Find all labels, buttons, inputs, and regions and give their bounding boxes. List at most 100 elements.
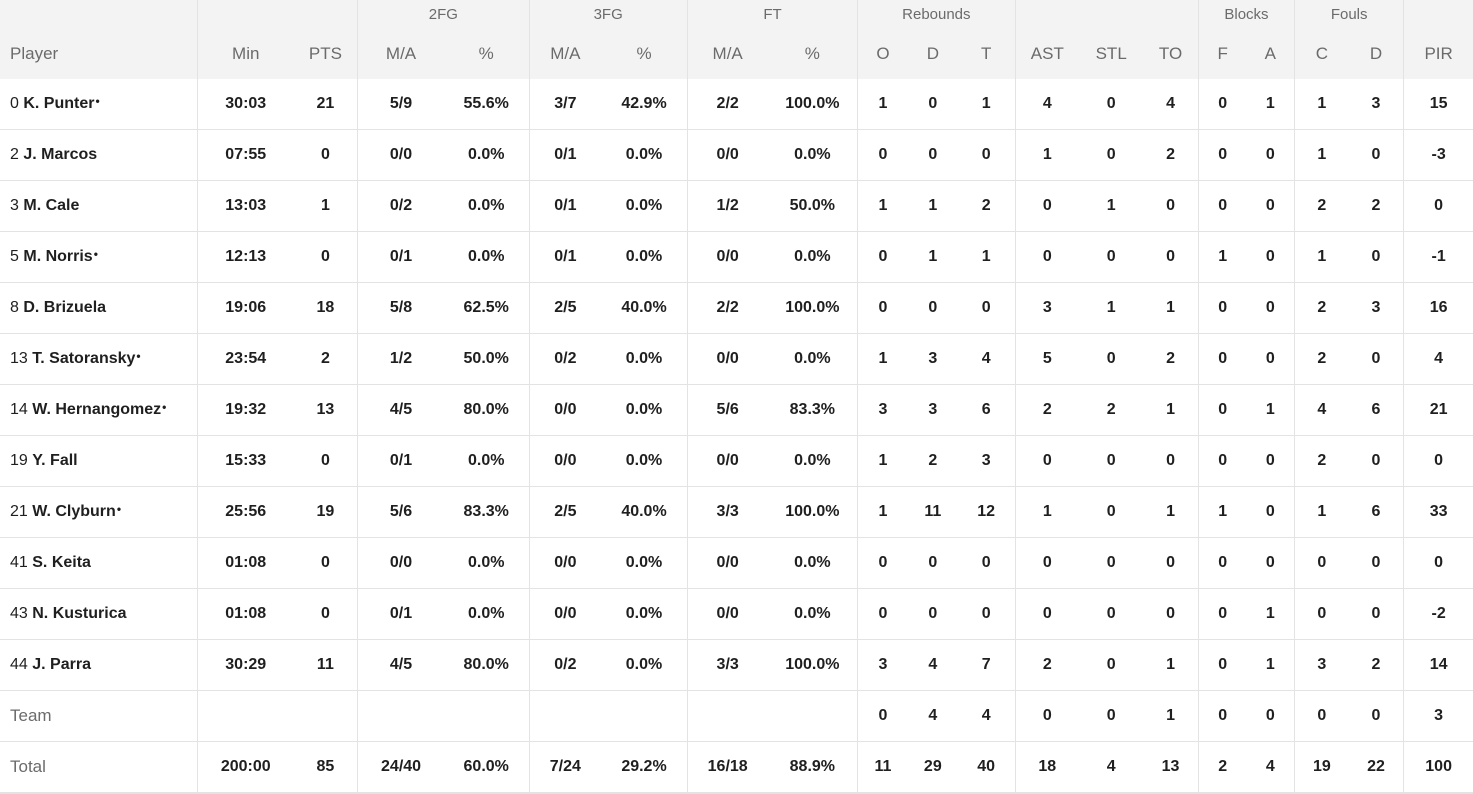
- group-spacer-pir: [1403, 0, 1473, 29]
- stat-blk-f: 0: [1197, 79, 1247, 130]
- player-name[interactable]: J. Marcos: [23, 146, 98, 163]
- stat-3fg-ma: 0/0: [528, 435, 602, 487]
- player-name[interactable]: W. Hernangomez: [32, 401, 162, 418]
- stat-ft-ma: 16/18: [686, 741, 768, 794]
- player-name[interactable]: Y. Fall: [32, 452, 78, 469]
- stat-ft-ma: 5/6: [686, 384, 768, 436]
- stat-reb-t: 0: [957, 537, 1015, 589]
- stat-blk-a: 1: [1246, 588, 1295, 640]
- stat-ast: 0: [1014, 180, 1080, 232]
- stat-3fg-ma: 2/5: [528, 282, 602, 334]
- stat-pts: 0: [293, 537, 358, 589]
- col-header-pts[interactable]: PTS: [293, 29, 358, 79]
- player-number: 44: [10, 656, 28, 673]
- total-label: Total: [0, 741, 198, 794]
- col-header-2fg-pct[interactable]: %: [443, 29, 530, 79]
- col-header-ft-ma[interactable]: M/A: [686, 29, 768, 79]
- player-cell[interactable]: 21 W. Clyburn•: [0, 486, 198, 538]
- col-header-3fg-ma[interactable]: M/A: [528, 29, 602, 79]
- stat-pts: 18: [293, 282, 358, 334]
- col-header-pir[interactable]: PIR: [1403, 29, 1473, 79]
- stat-2fg-ma: 24/40: [357, 741, 444, 794]
- starter-marker-icon: •: [116, 502, 122, 516]
- col-header-2fg-ma[interactable]: M/A: [357, 29, 444, 79]
- player-name[interactable]: D. Brizuela: [23, 299, 107, 316]
- stat-2fg-pct: 0.0%: [443, 129, 530, 181]
- col-header-stl[interactable]: STL: [1079, 29, 1144, 79]
- stat-reb-d: 0: [907, 537, 958, 589]
- table-row: 41 S. Keita 01:08 0 0/0 0.0% 0/0 0.0% 0/0 0.0% 0 0…: [0, 537, 1473, 589]
- player-cell[interactable]: 0 K. Punter•: [0, 79, 198, 130]
- stat-3fg-pct: 0.0%: [601, 435, 688, 487]
- stat-ft-pct: 0.0%: [767, 333, 858, 385]
- player-name[interactable]: M. Norris: [23, 248, 93, 265]
- stat-reb-o: 0: [857, 537, 908, 589]
- stat-ft-ma: [686, 690, 768, 742]
- player-cell[interactable]: 3 M. Cale: [0, 180, 198, 232]
- player-name[interactable]: N. Kusturica: [32, 605, 127, 622]
- player-cell[interactable]: 44 J. Parra: [0, 639, 198, 691]
- player-name[interactable]: K. Punter: [23, 95, 95, 112]
- stat-reb-d: 0: [907, 79, 958, 130]
- player-number: 13: [10, 350, 28, 367]
- stat-blk-a: 1: [1246, 384, 1295, 436]
- stat-reb-o: 3: [857, 639, 908, 691]
- stat-reb-d: 3: [907, 333, 958, 385]
- player-cell[interactable]: 8 D. Brizuela: [0, 282, 198, 334]
- player-number: 8: [10, 299, 19, 316]
- table-row: 14 W. Hernangomez• 19:32 13 4/5 80.0% 0/0 0.0%…: [0, 384, 1473, 436]
- col-header-foul-d[interactable]: D: [1348, 29, 1404, 79]
- stat-foul-c: 2: [1294, 180, 1349, 232]
- player-name[interactable]: S. Keita: [32, 554, 91, 571]
- stat-to: 2: [1143, 333, 1199, 385]
- stat-blk-a: 0: [1246, 180, 1295, 232]
- table-row: 2 J. Marcos 07:55 0 0/0 0.0% 0/1 0.0% 0/0 0.0% 0 0…: [0, 129, 1473, 181]
- stat-min: 13:03: [196, 180, 294, 232]
- player-name[interactable]: W. Clyburn: [32, 503, 116, 520]
- stat-foul-c: 1: [1294, 129, 1349, 181]
- col-header-player[interactable]: Player: [0, 29, 198, 79]
- stat-2fg-pct: 62.5%: [443, 282, 530, 334]
- player-cell[interactable]: 2 J. Marcos: [0, 129, 198, 181]
- col-header-blk-f[interactable]: F: [1197, 29, 1247, 79]
- player-cell[interactable]: 14 W. Hernangomez•: [0, 384, 198, 436]
- stat-ft-pct: 50.0%: [767, 180, 858, 232]
- player-cell[interactable]: 19 Y. Fall: [0, 435, 198, 487]
- col-header-ast[interactable]: AST: [1014, 29, 1080, 79]
- col-header-ft-pct[interactable]: %: [767, 29, 858, 79]
- stat-2fg-pct: 60.0%: [443, 741, 530, 794]
- table-row: 19 Y. Fall 15:33 0 0/1 0.0% 0/0 0.0% 0/0 0.0% 1 2 3…: [0, 435, 1473, 487]
- stat-ast: 1: [1014, 486, 1080, 538]
- col-header-min[interactable]: Min: [196, 29, 294, 79]
- col-header-reb-o[interactable]: O: [857, 29, 908, 79]
- stat-pir: 15: [1403, 79, 1473, 130]
- table-body: 0 K. Punter• 30:03 21 5/9 55.6% 3/7 42.9% 2/2 10…: [0, 79, 1473, 794]
- stat-blk-a: 0: [1246, 537, 1295, 589]
- col-header-reb-d[interactable]: D: [907, 29, 958, 79]
- player-cell[interactable]: 41 S. Keita: [0, 537, 198, 589]
- stat-2fg-ma: 0/1: [357, 231, 444, 283]
- stat-blk-a: 0: [1246, 435, 1295, 487]
- stat-reb-o: 0: [857, 231, 908, 283]
- col-header-3fg-pct[interactable]: %: [601, 29, 688, 79]
- stat-foul-d: 3: [1348, 282, 1404, 334]
- stat-pts: 11: [293, 639, 358, 691]
- player-name[interactable]: T. Satoransky: [32, 350, 136, 367]
- player-number: 43: [10, 605, 28, 622]
- col-header-blk-a[interactable]: A: [1246, 29, 1295, 79]
- stat-pts: 0: [293, 231, 358, 283]
- stat-pts: 13: [293, 384, 358, 436]
- player-number: 5: [10, 248, 19, 265]
- player-cell[interactable]: 5 M. Norris•: [0, 231, 198, 283]
- stat-2fg-ma: 4/5: [357, 384, 444, 436]
- col-header-foul-c[interactable]: C: [1294, 29, 1349, 79]
- col-header-reb-t[interactable]: T: [957, 29, 1015, 79]
- group-header-row: 2FG 3FG FT Rebounds Blocks Fouls: [0, 0, 1473, 29]
- player-cell[interactable]: 43 N. Kusturica: [0, 588, 198, 640]
- col-header-to[interactable]: TO: [1143, 29, 1199, 79]
- player-name[interactable]: M. Cale: [23, 197, 80, 214]
- player-cell[interactable]: 13 T. Satoransky•: [0, 333, 198, 385]
- player-number: 0: [10, 95, 19, 112]
- player-name[interactable]: J. Parra: [32, 656, 91, 673]
- player-number: 2: [10, 146, 19, 163]
